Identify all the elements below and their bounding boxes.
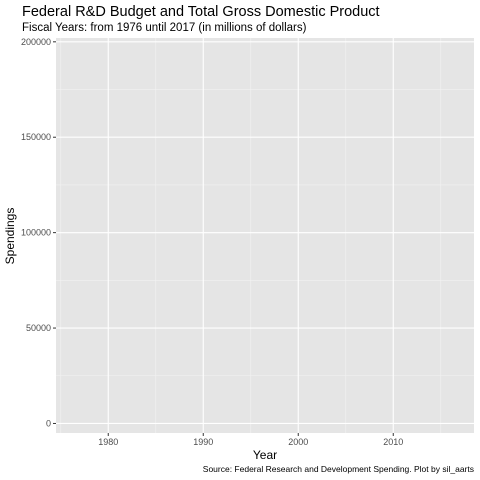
y-tick-label: 100000 (21, 228, 51, 238)
x-tick-label: 1980 (98, 437, 118, 447)
y-tick-label: 50000 (26, 323, 51, 333)
caption: Source: Federal Research and Development… (203, 464, 474, 474)
x-tick-label: 2000 (288, 437, 308, 447)
x-axis: 1980 1990 2000 2010 (98, 433, 403, 447)
y-tick-label: 150000 (21, 132, 51, 142)
y-tick-label: 0 (46, 418, 51, 428)
y-axis-title: Spendings (3, 208, 17, 265)
chart-title: Federal R&D Budget and Total Gross Domes… (22, 4, 380, 20)
chart-subtitle: Fiscal Years: from 1976 until 2017 (in m… (22, 22, 307, 34)
y-tick-label: 200000 (21, 37, 51, 47)
x-tick-label: 2010 (383, 437, 403, 447)
x-axis-title: Year (253, 448, 277, 462)
x-tick-label: 1990 (193, 437, 213, 447)
y-axis: 0 50000 100000 150000 200000 (21, 37, 56, 429)
plot-panel (56, 38, 474, 433)
